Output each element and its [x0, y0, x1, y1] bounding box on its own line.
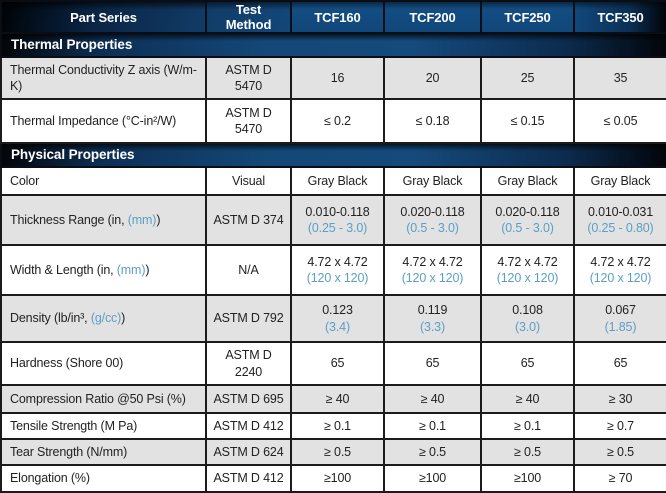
property-label: Thermal Conductivity Z axis (W/m-K)	[0, 56, 207, 100]
value-tcf250: 0.108 (3.0)	[480, 294, 575, 343]
row-compression-ratio: Compression Ratio @50 Psi (%) ASTM D 695…	[0, 384, 666, 414]
value-tcf350: ≥ 0.5	[573, 438, 666, 466]
table-header-row: Part Series Test Method TCF160 TCF200 TC…	[0, 0, 666, 34]
row-thickness-range: Thickness Range (in, (mm)) ASTM D 374 0.…	[0, 194, 666, 246]
value-tcf160: 0.123 (3.4)	[290, 294, 385, 343]
value-tcf160: ≥100	[290, 464, 385, 493]
value-tcf250: ≥ 40	[480, 384, 575, 414]
value-tcf350: Gray Black	[573, 166, 666, 196]
value-tcf250: ≥100	[480, 464, 575, 493]
col-header-tcf350: TCF350	[573, 0, 666, 34]
value-tcf350: 35	[573, 56, 666, 100]
value-tcf250: ≤ 0.15	[480, 98, 575, 144]
value-tcf350: 0.010-0.031 (0.25 - 0.80)	[573, 194, 666, 246]
row-tear-strength: Tear Strength (N/mm) ASTM D 624 ≥ 0.5 ≥ …	[0, 438, 666, 466]
col-header-part-series: Part Series	[0, 0, 207, 34]
property-label: Thermal Impedance (°C-in²/W)	[0, 98, 207, 144]
property-label: Tensile Strength (M Pa)	[0, 412, 207, 440]
value-tcf250: ≥ 0.1	[480, 412, 575, 440]
test-method-cell: ASTM D 5470	[205, 56, 292, 100]
test-method-cell: N/A	[205, 244, 292, 296]
value-tcf350: ≥ 30	[573, 384, 666, 414]
value-tcf200: 4.72 x 4.72 (120 x 120)	[383, 244, 482, 296]
property-label: Elongation (%)	[0, 464, 207, 493]
value-tcf250: 0.020-0.118 (0.5 - 3.0)	[480, 194, 575, 246]
value-tcf160: ≥ 0.1	[290, 412, 385, 440]
property-label: Compression Ratio @50 Psi (%)	[0, 384, 207, 414]
value-tcf200: ≤ 0.18	[383, 98, 482, 144]
value-tcf200: 0.119 (3.3)	[383, 294, 482, 343]
row-width-length: Width & Length (in, (mm)) N/A 4.72 x 4.7…	[0, 244, 666, 296]
value-tcf350: ≥ 0.7	[573, 412, 666, 440]
value-tcf250: 25	[480, 56, 575, 100]
section-header-thermal-properties: Thermal Properties	[0, 32, 666, 58]
col-header-tcf200: TCF200	[383, 0, 482, 34]
value-tcf250: ≥ 0.5	[480, 438, 575, 466]
value-tcf200: 20	[383, 56, 482, 100]
value-tcf200: Gray Black	[383, 166, 482, 196]
property-label: Width & Length (in, (mm))	[0, 244, 207, 296]
test-method-cell: ASTM D 374	[205, 194, 292, 246]
value-tcf160: ≤ 0.2	[290, 98, 385, 144]
row-thermal-conductivity: Thermal Conductivity Z axis (W/m-K) ASTM…	[0, 56, 666, 100]
col-header-test-method: Test Method	[205, 0, 292, 34]
value-tcf200: ≥ 40	[383, 384, 482, 414]
test-method-cell: ASTM D 2240	[205, 341, 292, 386]
test-method-cell: ASTM D 792	[205, 294, 292, 343]
value-tcf250: Gray Black	[480, 166, 575, 196]
value-tcf160: ≥ 0.5	[290, 438, 385, 466]
test-method-cell: ASTM D 412	[205, 412, 292, 440]
row-density: Density (lb/in³, (g/cc)) ASTM D 792 0.12…	[0, 294, 666, 343]
property-label: Density (lb/in³, (g/cc))	[0, 294, 207, 343]
value-tcf250: 65	[480, 341, 575, 386]
section-row-physical: Physical Properties	[0, 142, 666, 168]
test-method-cell: ASTM D 5470	[205, 98, 292, 144]
value-tcf350: 0.067 (1.85)	[573, 294, 666, 343]
section-header-physical-properties: Physical Properties	[0, 142, 666, 168]
value-tcf350: ≥ 70	[573, 464, 666, 493]
row-thermal-impedance: Thermal Impedance (°C-in²/W) ASTM D 5470…	[0, 98, 666, 144]
property-label: Tear Strength (N/mm)	[0, 438, 207, 466]
row-color: Color Visual Gray Black Gray Black Gray …	[0, 166, 666, 196]
property-label: Color	[0, 166, 207, 196]
value-tcf350: 65	[573, 341, 666, 386]
value-tcf250: 4.72 x 4.72 (120 x 120)	[480, 244, 575, 296]
test-method-cell: ASTM D 412	[205, 464, 292, 493]
row-hardness: Hardness (Shore 00) ASTM D 2240 65 65 65…	[0, 341, 666, 386]
value-tcf160: Gray Black	[290, 166, 385, 196]
value-tcf160: ≥ 40	[290, 384, 385, 414]
test-method-cell: Visual	[205, 166, 292, 196]
section-row-thermal: Thermal Properties	[0, 32, 666, 58]
value-tcf160: 0.010-0.118 (0.25 - 3.0)	[290, 194, 385, 246]
value-tcf160: 65	[290, 341, 385, 386]
col-header-tcf160: TCF160	[290, 0, 385, 34]
row-tensile-strength: Tensile Strength (M Pa) ASTM D 412 ≥ 0.1…	[0, 412, 666, 440]
value-tcf160: 16	[290, 56, 385, 100]
col-header-tcf250: TCF250	[480, 0, 575, 34]
property-label: Hardness (Shore 00)	[0, 341, 207, 386]
test-method-cell: ASTM D 624	[205, 438, 292, 466]
row-elongation: Elongation (%) ASTM D 412 ≥100 ≥100 ≥100…	[0, 464, 666, 493]
test-method-cell: ASTM D 695	[205, 384, 292, 414]
value-tcf200: 0.020-0.118 (0.5 - 3.0)	[383, 194, 482, 246]
value-tcf200: ≥ 0.1	[383, 412, 482, 440]
value-tcf200: 65	[383, 341, 482, 386]
value-tcf350: 4.72 x 4.72 (120 x 120)	[573, 244, 666, 296]
value-tcf350: ≤ 0.05	[573, 98, 666, 144]
value-tcf160: 4.72 x 4.72 (120 x 120)	[290, 244, 385, 296]
value-tcf200: ≥100	[383, 464, 482, 493]
property-label: Thickness Range (in, (mm))	[0, 194, 207, 246]
value-tcf200: ≥ 0.5	[383, 438, 482, 466]
